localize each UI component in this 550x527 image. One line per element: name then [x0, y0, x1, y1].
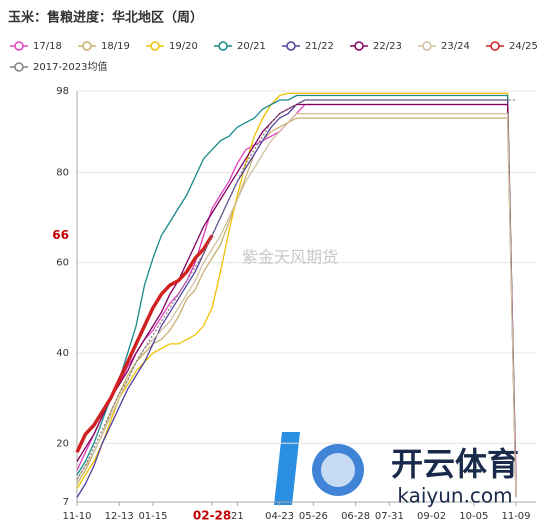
- y-tick-label: 20: [56, 438, 69, 449]
- x-tick-label: 11-09: [501, 511, 530, 522]
- x-tick-label: 06-28: [341, 511, 370, 522]
- legend-icon: [354, 41, 364, 51]
- logo-shape: [274, 432, 300, 505]
- logo: [274, 432, 364, 505]
- legend-icon: [14, 41, 24, 51]
- x-tick-label: 10-05: [459, 511, 488, 522]
- legend-icon: [490, 41, 500, 51]
- series-line: [76, 103, 517, 494]
- series-line: [75, 234, 214, 454]
- logo-text: 开云体育: [391, 445, 519, 483]
- x-tick-label: 21: [231, 511, 244, 522]
- legend-icon: [14, 62, 24, 72]
- y-tick-label: 40: [56, 348, 69, 359]
- x-tick-label: 09-02: [417, 511, 446, 522]
- x-tick-label: 01-15: [138, 511, 167, 522]
- x-tick-label: 11-10: [62, 511, 91, 522]
- legend-icon: [150, 41, 160, 51]
- y-tick-label: 98: [56, 86, 69, 97]
- legend-label: 24/25: [509, 41, 538, 52]
- legend-icon: [422, 41, 432, 51]
- legend-label: 21/22: [305, 41, 334, 52]
- x-tick-label: 05-26: [299, 511, 328, 522]
- y-tick-label: 60: [56, 258, 69, 269]
- legend-label: 20/21: [237, 41, 266, 52]
- series-line: [76, 94, 517, 489]
- x-tick-label: 02-28: [193, 509, 231, 523]
- x-tick-label: 12-13: [105, 511, 134, 522]
- logo-ball-inner: [321, 453, 355, 487]
- legend-icon: [82, 41, 92, 51]
- y-marker-label: 66: [52, 228, 69, 242]
- watermark: 紫金天风期货: [242, 248, 338, 267]
- legend-label: 18/19: [101, 41, 130, 52]
- legend-label: 22/23: [373, 41, 402, 52]
- y-tick-label: 7: [63, 497, 69, 508]
- chart-title: 玉米：售粮进度：华北地区（周）: [8, 10, 203, 26]
- legend-icon: [218, 41, 228, 51]
- legend-label: 19/20: [169, 41, 198, 52]
- legend-label: 2017-2023均值: [33, 60, 108, 73]
- legend-icon: [286, 41, 296, 51]
- series-line: [76, 92, 517, 498]
- x-tick-label: 07-31: [375, 511, 404, 522]
- legend-label: 17/18: [33, 41, 62, 52]
- y-tick-label: 80: [56, 167, 69, 178]
- legend-label: 23/24: [441, 41, 470, 52]
- series-line: [76, 112, 517, 498]
- x-tick-label: 04-23: [265, 511, 294, 522]
- series-line: [76, 99, 516, 480]
- logo-url: kaiyun.com: [397, 484, 512, 508]
- series-line: [76, 117, 517, 494]
